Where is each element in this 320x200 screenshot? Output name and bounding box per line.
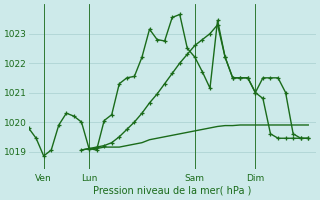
X-axis label: Pression niveau de la mer( hPa ): Pression niveau de la mer( hPa )	[93, 186, 252, 196]
